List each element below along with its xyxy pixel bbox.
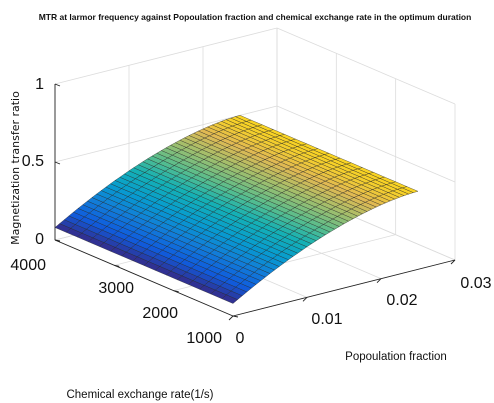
z-tick-label: 1 bbox=[35, 76, 44, 93]
x-axis-label: Popoulation fraction bbox=[345, 351, 447, 363]
back-wall-grid-line bbox=[54, 27, 278, 85]
side-wall-grid-line bbox=[276, 27, 456, 105]
y-tick-mark bbox=[114, 264, 120, 267]
x-tick-mark bbox=[450, 259, 456, 265]
x-tick-label: 0.01 bbox=[311, 311, 342, 328]
surface-patch bbox=[401, 186, 419, 193]
x-axis-line bbox=[232, 259, 456, 317]
y-tick-label: 1000 bbox=[186, 330, 222, 347]
x-tick-mark bbox=[376, 278, 382, 283]
x-axis-ticks: 0 0.01 0.02 0.03 bbox=[236, 275, 492, 347]
z-axis-ticks: 0 0.5 1 bbox=[22, 76, 44, 248]
surface-mesh bbox=[54, 115, 419, 304]
x-tick-label: 0.03 bbox=[460, 275, 491, 292]
x-tick-label: 0 bbox=[236, 330, 245, 347]
chart-title: MTR at larmor frequency against Popoulat… bbox=[39, 12, 472, 22]
z-axis-label: Magnetization transfer ratio bbox=[9, 91, 22, 245]
y-axis-line bbox=[54, 239, 234, 317]
y-tick-mark bbox=[232, 315, 239, 318]
z-tick-mark bbox=[54, 239, 61, 243]
y-axis-ticks: 4000 3000 2000 1000 bbox=[10, 257, 222, 347]
y-axis-label: Chemical exchange rate(1/s) bbox=[66, 389, 213, 401]
z-tick-mark bbox=[54, 83, 61, 87]
y-tick-mark bbox=[173, 290, 179, 293]
y-tick-label: 3000 bbox=[98, 280, 134, 297]
side-wall-grid-line bbox=[276, 105, 456, 183]
z-tick-label: 0.5 bbox=[22, 153, 44, 170]
z-tick-mark bbox=[54, 161, 61, 165]
x-tick-mark bbox=[302, 297, 308, 302]
z-tick-label: 0 bbox=[35, 231, 44, 248]
axes bbox=[54, 83, 456, 321]
x-tick-mark bbox=[228, 315, 234, 321]
x-tick-label: 0.02 bbox=[386, 292, 417, 309]
y-tick-label: 2000 bbox=[142, 305, 178, 322]
y-tick-label: 4000 bbox=[10, 257, 46, 274]
